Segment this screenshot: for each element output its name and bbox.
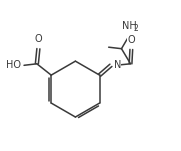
Text: N: N bbox=[114, 60, 121, 70]
Text: HO: HO bbox=[6, 60, 21, 70]
Text: O: O bbox=[127, 35, 135, 45]
Text: O: O bbox=[35, 34, 42, 45]
Text: 2: 2 bbox=[133, 24, 138, 33]
Text: NH: NH bbox=[122, 21, 137, 31]
